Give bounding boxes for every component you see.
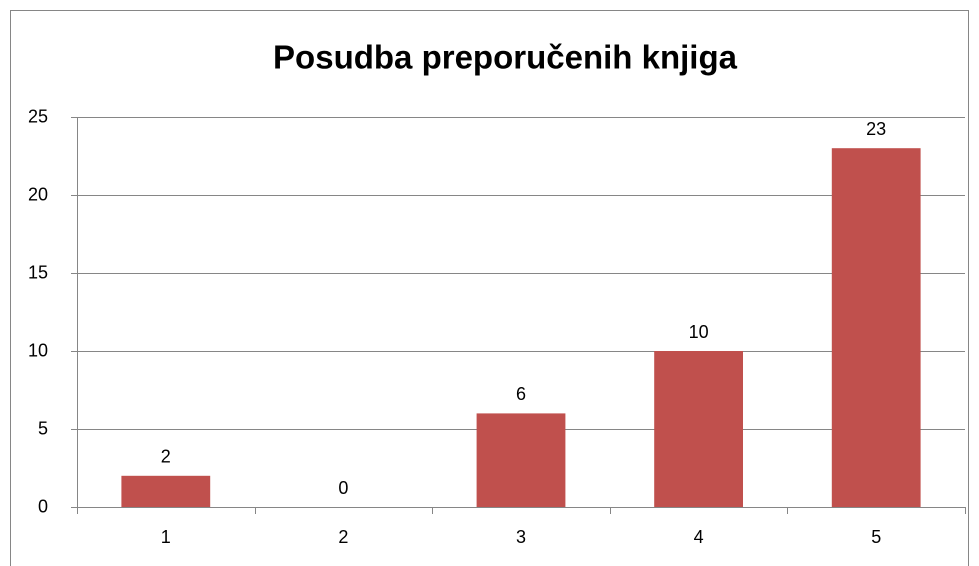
- data-label: 0: [338, 478, 348, 498]
- bar: [121, 475, 211, 507]
- data-label: 23: [866, 119, 886, 139]
- data-label: 10: [689, 322, 709, 342]
- y-tick-label: 15: [28, 262, 48, 282]
- y-tick-label: 25: [28, 106, 48, 126]
- x-tick-label: 5: [871, 527, 881, 547]
- data-label: 2: [161, 447, 171, 467]
- x-tick-label: 4: [694, 527, 704, 547]
- x-tick-label: 3: [516, 527, 526, 547]
- chart-title: Posudba preporučenih knjiga: [273, 39, 738, 76]
- y-tick-label: 0: [38, 496, 48, 516]
- y-tick-label: 20: [28, 184, 48, 204]
- data-label: 6: [516, 384, 526, 404]
- x-tick-label: 1: [161, 527, 171, 547]
- y-tick-label: 10: [28, 340, 48, 360]
- x-tick-label: 2: [338, 527, 348, 547]
- bar: [654, 351, 743, 507]
- y-tick-label: 5: [38, 418, 48, 438]
- bar: [476, 413, 566, 507]
- bar: [831, 148, 921, 507]
